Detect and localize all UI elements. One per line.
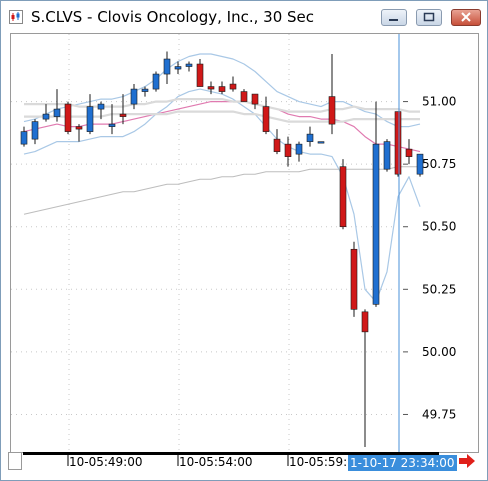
candle-body-down [75,126,83,130]
candle-body-up [20,131,28,145]
candle-body-down [229,83,237,90]
time-tick-label: 10-05:59:00 [289,455,363,469]
price-tick-label: 50.00 [422,345,456,359]
candle-body-down [119,113,127,117]
time-axis-scrollbar[interactable] [9,452,439,472]
candle-body-up [53,108,61,117]
candle-body-up [141,88,149,92]
price-tick-label: 50.75 [422,157,456,171]
red-right-arrow-icon[interactable] [458,453,476,469]
candle-body-down [361,311,369,333]
candle-body-up [317,141,325,144]
title-bar[interactable]: S.CLVS - Clovis Oncology, Inc., 30 Sec [1,1,487,31]
candle-body-down [328,96,336,125]
price-tick-label: 50.25 [422,282,456,296]
window-title: S.CLVS - Clovis Oncology, Inc., 30 Sec [31,8,315,26]
plot-area [10,33,479,453]
candle-body-up [152,73,160,90]
candle-body-down [262,106,270,132]
candle-body-down [196,63,204,87]
time-axis-bar [23,452,439,455]
overlay-line-ma-gray [23,166,420,215]
candle-body-down [405,148,413,157]
candle-body-up [108,123,116,127]
price-chart[interactable]: 51.00 50.75 50.50 50.25 50.00 49.75 [10,33,488,453]
cursor-time-readout: 1-10-17 23:34:00 [348,455,457,471]
candle-body-up [163,58,171,75]
candle-body-up [185,63,193,67]
close-icon [461,12,471,22]
time-tick-label: 10-05:54:00 [179,455,253,469]
maximize-icon [423,12,435,22]
candle-body-up [174,66,182,70]
candle-body-down [273,138,281,152]
close-button[interactable] [451,9,481,26]
candle-body-up [372,143,380,305]
candle-body-up [295,143,303,155]
price-tick-label: 49.75 [422,407,456,421]
candle-body-up [130,88,138,105]
candle-body-down [218,86,226,92]
candle-body-up [42,113,50,120]
maximize-button[interactable] [416,9,442,26]
minimize-button[interactable] [381,9,407,26]
candle-body-down [64,103,72,132]
minimize-icon [389,19,398,21]
candle-body-down [240,91,248,102]
price-tick-label: 50.50 [422,220,456,234]
candle-body-down [394,111,402,175]
candle-body-up [416,153,424,175]
price-tick-label: 51.00 [422,95,456,109]
candle-body-down [251,93,259,105]
overlay-line-bollinger-lower [23,88,421,303]
candle-body-down [284,143,292,157]
candle-body-up [97,103,105,110]
candle-body-down [207,86,215,90]
time-axis-tab[interactable] [8,452,22,470]
candle-body-up [86,106,94,132]
candle-body-down [350,248,358,310]
candle-body-up [31,121,39,140]
chart-app-icon [9,10,23,24]
candle-body-up [306,133,314,142]
time-tick-label: 10-05:49:00 [69,455,143,469]
candle-body-down [339,166,347,228]
candle-body-up [383,141,391,170]
